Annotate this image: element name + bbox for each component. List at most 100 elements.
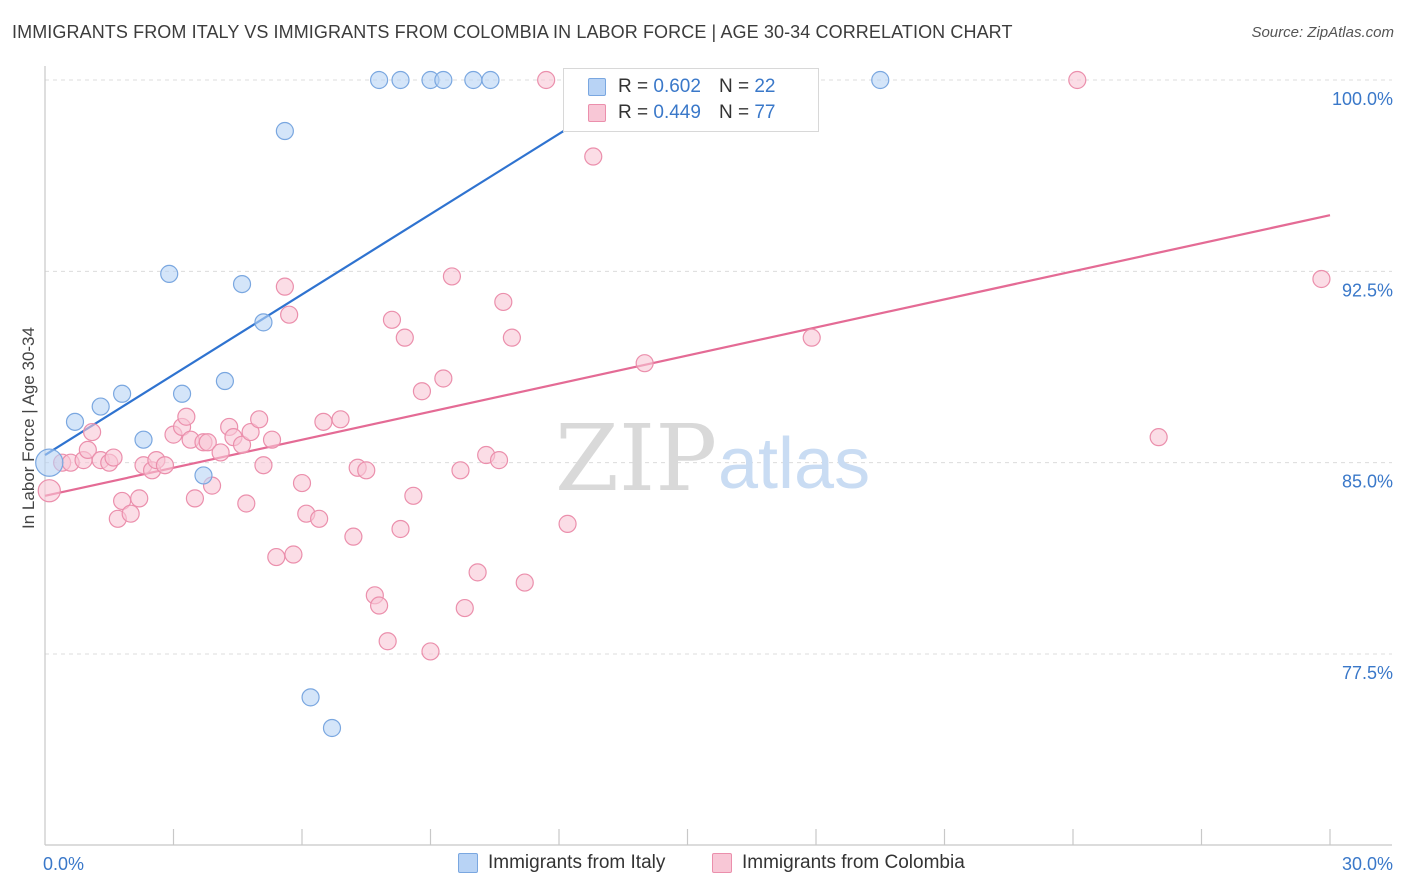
colombia-point bbox=[515, 573, 534, 592]
colombia-point bbox=[155, 456, 175, 475]
colombia-point bbox=[1068, 70, 1087, 90]
y-tick-label: 92.5% bbox=[1342, 280, 1393, 300]
colombia-point bbox=[232, 435, 252, 454]
colombia-point bbox=[121, 504, 140, 523]
colombia-point bbox=[237, 494, 256, 513]
colombia-point bbox=[130, 489, 149, 508]
colombia-point bbox=[489, 451, 509, 470]
colombia-point bbox=[104, 448, 123, 467]
trend-lines bbox=[44, 71, 1331, 497]
italy-point bbox=[301, 688, 320, 707]
colombia-point bbox=[185, 489, 205, 508]
watermark-atlas: atlas bbox=[718, 424, 870, 504]
chart-title: IMMIGRANTS FROM ITALY VS IMMIGRANTS FROM… bbox=[12, 22, 1013, 42]
legend-row-colombia: R = 0.449 N = 77 bbox=[588, 101, 775, 125]
colombia-point bbox=[395, 328, 414, 347]
colombia-point bbox=[37, 479, 61, 503]
stats-legend: R = 0.602 N = 22 R = 0.449 N = 77 bbox=[563, 68, 819, 132]
italy-legend-label: Immigrants from Italy bbox=[488, 852, 666, 873]
italy-legend-swatch bbox=[458, 853, 478, 873]
colombia-point bbox=[635, 354, 654, 373]
y-axis-title-wrap: In Labor Force | Age 30-34 bbox=[18, 280, 40, 580]
colombia-point bbox=[262, 430, 282, 449]
colombia-point bbox=[421, 642, 440, 661]
colombia-point bbox=[442, 267, 462, 286]
italy-point bbox=[134, 430, 153, 449]
italy-point bbox=[322, 718, 342, 738]
italy-r-value: 0.602 bbox=[653, 76, 701, 97]
colombia-point bbox=[584, 147, 603, 166]
colombia-legend-swatch bbox=[712, 853, 732, 873]
colombia-point bbox=[310, 509, 329, 528]
colombia-point bbox=[241, 422, 260, 442]
italy-point bbox=[160, 264, 179, 283]
watermark-zip: ZIP bbox=[555, 405, 717, 512]
italy-point bbox=[91, 397, 110, 416]
colombia-point bbox=[451, 461, 470, 480]
italy-point bbox=[275, 121, 294, 141]
colombia-point bbox=[267, 547, 286, 567]
colombia-point bbox=[177, 407, 196, 426]
italy-point bbox=[65, 412, 85, 431]
y-axis-title: In Labor Force | Age 30-34 bbox=[19, 327, 38, 529]
italy-point bbox=[112, 384, 132, 403]
colombia-point bbox=[391, 519, 410, 539]
colombia-point bbox=[292, 473, 312, 493]
italy-point bbox=[35, 448, 64, 477]
colombia-n-value: 77 bbox=[754, 102, 776, 123]
italy-point bbox=[172, 384, 192, 403]
x-tick-label: 30.0% bbox=[1342, 854, 1393, 874]
italy-point bbox=[434, 70, 453, 90]
legend-row-italy: R = 0.602 N = 22 bbox=[588, 75, 775, 99]
colombia-point bbox=[250, 410, 269, 429]
colombia-point bbox=[254, 456, 273, 475]
colombia-point bbox=[404, 486, 423, 505]
x-tick-label: 0.0% bbox=[43, 854, 84, 874]
y-tick-label: 85.0% bbox=[1342, 472, 1393, 492]
colombia-trend-line bbox=[44, 214, 1331, 497]
italy-swatch bbox=[588, 78, 606, 96]
colombia-point bbox=[314, 412, 333, 431]
legend-italy: Immigrants from Italy bbox=[458, 852, 665, 874]
source-credit: Source: ZipAtlas.com bbox=[1251, 24, 1394, 41]
y-tick-label: 100.0% bbox=[1332, 89, 1393, 109]
colombia-point bbox=[502, 328, 521, 347]
colombia-point bbox=[83, 422, 102, 442]
colombia-point bbox=[468, 563, 487, 582]
colombia-point bbox=[198, 433, 217, 452]
legend-colombia: Immigrants from Colombia bbox=[712, 852, 965, 874]
italy-point bbox=[481, 70, 500, 90]
r-label: R = bbox=[618, 102, 649, 123]
colombia-point bbox=[1149, 428, 1168, 447]
italy-point bbox=[194, 466, 213, 485]
colombia-point bbox=[78, 440, 97, 460]
tick-labels: 77.5% 85.0% 92.5% 100.0% 0.0% 30.0% bbox=[43, 89, 1393, 874]
colombia-point bbox=[455, 598, 474, 618]
colombia-point bbox=[284, 545, 303, 564]
colombia-point bbox=[537, 70, 556, 90]
italy-point bbox=[871, 70, 890, 90]
italy-point bbox=[370, 70, 389, 90]
colombia-r-value: 0.449 bbox=[653, 102, 701, 123]
italy-trend-line bbox=[44, 71, 659, 456]
colombia-point bbox=[1312, 269, 1331, 289]
italy-point bbox=[215, 371, 234, 391]
italy-point bbox=[254, 313, 273, 332]
gridlines bbox=[45, 79, 1392, 655]
colombia-point bbox=[378, 632, 397, 651]
colombia-point bbox=[344, 527, 363, 546]
colombia-point bbox=[434, 369, 453, 388]
colombia-point bbox=[211, 443, 230, 462]
colombia-point bbox=[494, 292, 513, 312]
italy-point bbox=[391, 70, 410, 90]
r-label: R = bbox=[618, 76, 649, 97]
colombia-point bbox=[370, 596, 389, 615]
italy-n-value: 22 bbox=[754, 76, 776, 97]
data-points bbox=[35, 70, 1331, 738]
colombia-point bbox=[357, 461, 376, 480]
y-tick-label: 77.5% bbox=[1342, 663, 1393, 683]
italy-point bbox=[464, 70, 483, 90]
colombia-point bbox=[802, 328, 821, 347]
colombia-swatch bbox=[588, 104, 606, 122]
